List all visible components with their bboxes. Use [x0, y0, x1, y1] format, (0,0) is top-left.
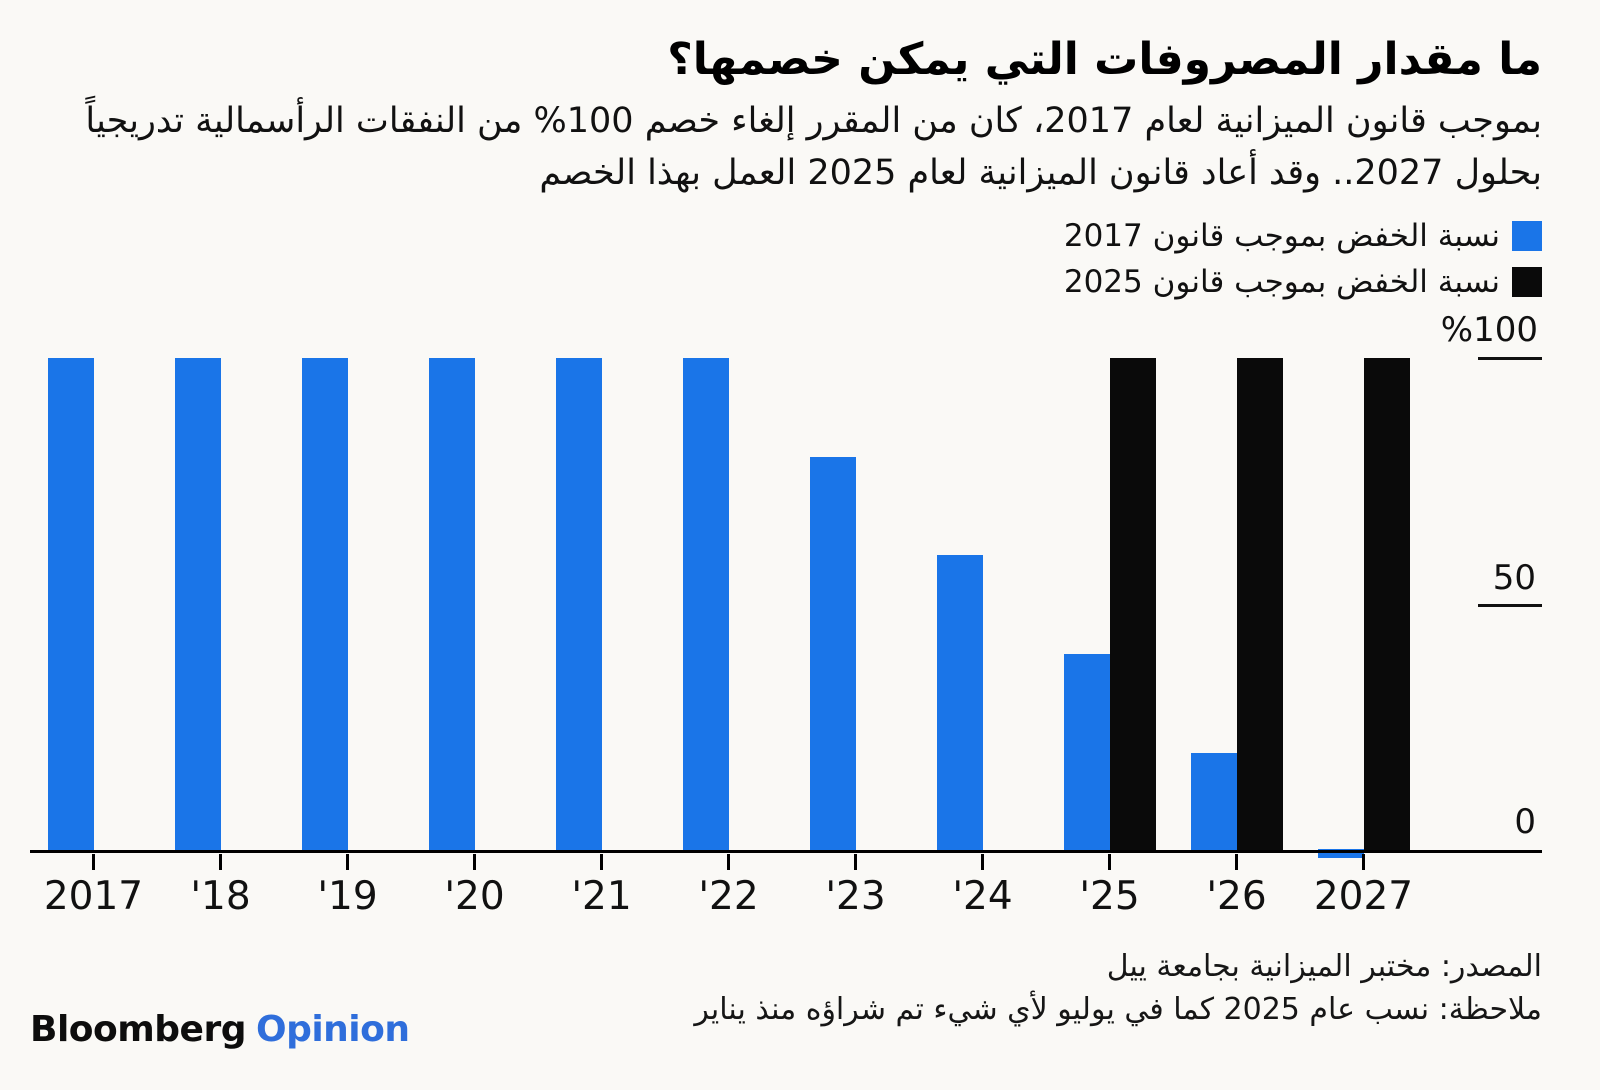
bar-2025-law [1109, 357, 1156, 852]
subtitle-line-2: بحلول 2027.. وقد أعاد قانون الميزانية لع… [539, 153, 1542, 194]
x-tick [1235, 853, 1238, 870]
bar-group-23 [792, 358, 919, 870]
y-axis-label-0: 0 [1514, 801, 1536, 842]
x-axis-baseline [30, 849, 1542, 853]
bar-group-2027 [1300, 357, 1427, 870]
x-tick [1108, 853, 1111, 870]
y-tick-50 [1478, 603, 1542, 607]
bar-group-18 [157, 357, 284, 870]
bloomberg-wordmark: Bloomberg [30, 1009, 246, 1050]
bar-2017-law [936, 555, 983, 852]
bar-group-22 [665, 357, 792, 870]
x-tick [346, 853, 349, 870]
bar-chart: %100 50 0 2017 '18 '19 '20 '21 '22 '23 '24 '25 '2… [30, 310, 1542, 919]
legend: نسبة الخفض بموجب قانون 2017 نسبة الخفض ب… [30, 218, 1542, 300]
x-axis-label: 2017 [43, 873, 144, 919]
plot-area: 50 0 [30, 356, 1542, 870]
x-axis-label: '18 [190, 873, 251, 919]
bloomberg-opinion-logo: Bloomberg Opinion [30, 1009, 410, 1050]
bar-group-21 [538, 357, 665, 870]
chart-subtitle: بموجب قانون الميزانية لعام 2017، كان من … [30, 95, 1542, 200]
bar-group-26 [1173, 357, 1300, 870]
bar-2017-law [47, 357, 94, 852]
x-axis-label: '21 [571, 873, 632, 919]
x-axis-label: '26 [1206, 873, 1267, 919]
legend-item-2017-law: نسبة الخفض بموجب قانون 2017 [30, 218, 1542, 254]
x-axis-label: '24 [952, 873, 1013, 919]
x-tick [219, 853, 222, 870]
opinion-wordmark: Opinion [255, 1009, 410, 1050]
bar-2017-law [809, 456, 856, 852]
bar-2017-law [428, 357, 475, 852]
legend-swatch-black [1512, 266, 1542, 297]
chart-title: ما مقدار المصروفات التي يمكن خصمها؟ [667, 34, 1542, 85]
x-axis-label: '20 [444, 873, 505, 919]
bar-2017-law [1190, 753, 1237, 852]
x-axis-labels: 2017 '18 '19 '20 '21 '22 '23 '24 '25 '26 2027 [30, 874, 1427, 919]
method-note: ملاحظة: نسب عام 2025 كما في يوليو لأي شي… [694, 992, 1542, 1028]
y-axis-label-50: 50 [1492, 557, 1536, 598]
x-tick [1362, 853, 1365, 870]
x-axis-label: 2027 [1313, 873, 1414, 919]
x-tick [727, 853, 730, 870]
bar-group-20 [411, 357, 538, 870]
bar-2017-law [301, 357, 348, 852]
bar-2017-law [682, 357, 729, 852]
subtitle-line-1: بموجب قانون الميزانية لعام 2017، كان من … [85, 100, 1542, 141]
bar-2017-law [1063, 654, 1110, 852]
legend-swatch-blue [1512, 220, 1542, 251]
x-tick [92, 853, 95, 870]
bar-group-2017 [30, 357, 157, 870]
x-axis-label: '23 [825, 873, 886, 919]
legend-item-2025-law: نسبة الخفض بموجب قانون 2025 [30, 264, 1542, 300]
x-tick [473, 853, 476, 870]
x-tick [854, 853, 857, 870]
bar-groups [30, 357, 1427, 870]
x-axis-label: '25 [1079, 873, 1140, 919]
bar-2025-law [1236, 357, 1283, 852]
bar-group-24 [919, 358, 1046, 870]
source-note: المصدر: مختبر الميزانية بجامعة ييل [1106, 948, 1542, 984]
footer-notes: المصدر: مختبر الميزانية بجامعة ييل ملاحظ… [30, 945, 1542, 1032]
x-tick [600, 853, 603, 870]
bar-group-25 [1046, 357, 1173, 870]
x-tick [981, 853, 984, 870]
y-tick-100 [1478, 356, 1542, 360]
bar-2025-law [1363, 357, 1410, 852]
y-axis-label-100: %100 [1440, 309, 1538, 350]
bar-group-19 [284, 357, 411, 870]
x-axis-label: '19 [317, 873, 378, 919]
bar-2017-law [174, 357, 221, 852]
page: ما مقدار المصروفات التي يمكن خصمها؟ بموج… [30, 34, 1542, 1032]
bar-2017-law [1317, 848, 1364, 858]
bar-2017-law [555, 357, 602, 852]
legend-label: نسبة الخفض بموجب قانون 2025 [1063, 263, 1500, 300]
legend-label: نسبة الخفض بموجب قانون 2017 [1063, 217, 1500, 254]
x-axis-label: '22 [698, 873, 759, 919]
